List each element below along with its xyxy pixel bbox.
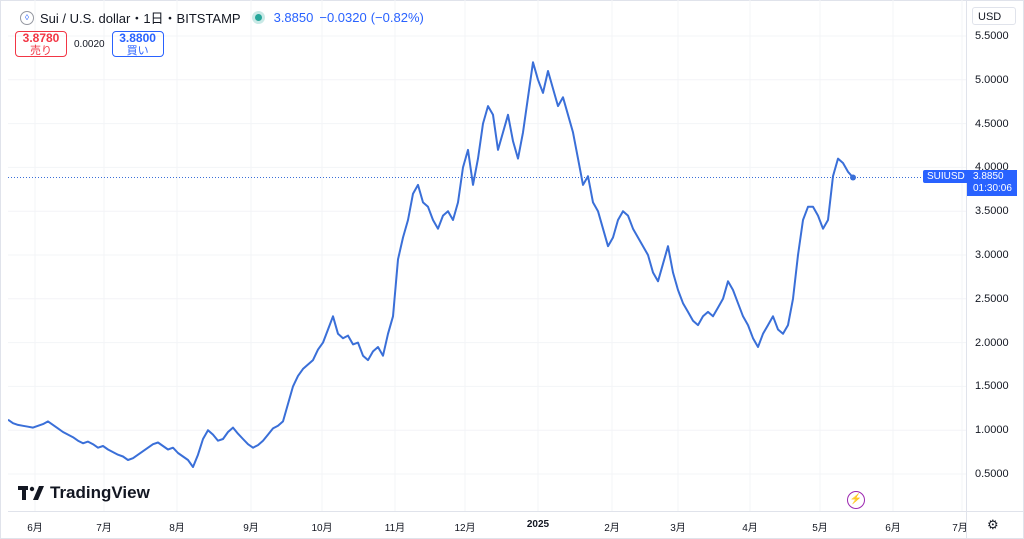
symbol-legend[interactable]: ◊ Sui / U.S. dollar・1日・BITSTAMP 3.8850 −… xyxy=(20,8,424,27)
currency-selector[interactable]: USD xyxy=(972,7,1016,25)
trade-buttons: 3.8780 売り 0.0020 3.8800 買い xyxy=(15,31,164,57)
x-tick-label: 2025 xyxy=(526,519,550,530)
y-tick-label: 3.5000 xyxy=(975,205,1009,218)
sui-logo-icon: ◊ xyxy=(20,10,34,25)
y-tick-label: 0.5000 xyxy=(975,468,1009,480)
last-price-label: 3.8850 01:30:06 xyxy=(967,170,1017,197)
time-axis[interactable] xyxy=(8,511,966,539)
y-tick-label: 1.5000 xyxy=(975,380,1009,393)
y-tick-label: 5.5000 xyxy=(975,30,1009,42)
sell-button[interactable]: 3.8780 売り xyxy=(15,31,67,57)
bar-countdown: 01:30:06 xyxy=(973,183,1012,195)
x-tick-label: 3月 xyxy=(670,523,686,534)
y-tick-label: 1.0000 xyxy=(975,424,1009,437)
flash-icon[interactable]: ⚡ xyxy=(847,491,865,509)
gear-icon[interactable]: ⚙ xyxy=(987,517,999,532)
x-tick-label: 6月 xyxy=(27,523,43,534)
last-price-value: 3.8850 xyxy=(973,171,1004,183)
tradingview-logo[interactable]: TradingView xyxy=(18,483,150,503)
last-price-point xyxy=(850,174,856,181)
market-status-icon[interactable] xyxy=(254,14,262,21)
legend-change: −0.0320 xyxy=(319,10,367,25)
symbol-title[interactable]: Sui / U.S. dollar・1日・BITSTAMP xyxy=(40,11,241,26)
y-tick-label: 5.0000 xyxy=(975,73,1009,86)
buy-price: 3.8800 xyxy=(119,31,156,45)
legend-change-pct: (−0.82%) xyxy=(370,10,424,25)
axis-corner xyxy=(966,511,1024,539)
price-axis[interactable] xyxy=(966,0,1024,511)
y-tick-label: 4.0000 xyxy=(975,161,1009,174)
y-tick-label: 4.5000 xyxy=(975,117,1009,130)
x-tick-label: 7月 xyxy=(952,523,968,534)
x-tick-label: 11月 xyxy=(384,523,406,534)
x-tick-label: 10月 xyxy=(311,523,333,534)
price-series-line[interactable] xyxy=(8,61,854,468)
y-tick-label: 3.0000 xyxy=(975,249,1009,261)
x-tick-label: 4月 xyxy=(742,523,758,534)
x-tick-label: 2月 xyxy=(604,523,620,534)
x-tick-label: 9月 xyxy=(243,523,259,534)
y-tick-label: 2.0000 xyxy=(975,336,1009,349)
tradingview-logo-icon xyxy=(18,486,44,500)
y-tick-label: 2.5000 xyxy=(975,292,1009,305)
x-tick-label: 7月 xyxy=(96,523,112,534)
tradingview-logo-text: TradingView xyxy=(50,483,150,502)
spread-value: 0.0020 xyxy=(74,38,105,50)
sell-label: 売り xyxy=(30,45,52,57)
sell-price: 3.8780 xyxy=(22,31,60,45)
buy-label: 買い xyxy=(126,45,149,57)
symbol-price-label: SUIUSD xyxy=(923,170,969,184)
legend-price: 3.8850 xyxy=(273,10,314,25)
x-tick-label: 12月 xyxy=(454,523,476,534)
buy-button[interactable]: 3.8800 買い xyxy=(111,31,164,57)
x-tick-label: 5月 xyxy=(812,523,828,534)
x-tick-label: 6月 xyxy=(885,523,901,534)
price-plot[interactable] xyxy=(8,0,966,511)
x-tick-label: 8月 xyxy=(169,523,185,534)
